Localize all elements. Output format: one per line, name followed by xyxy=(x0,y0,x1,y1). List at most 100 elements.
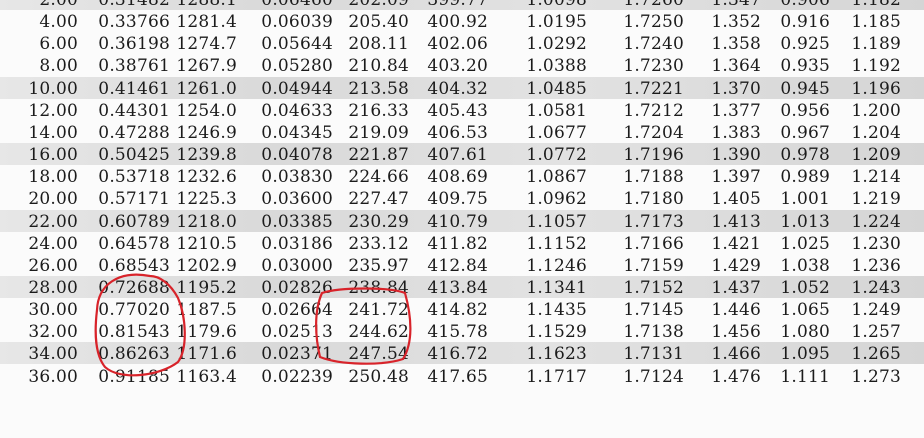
table-row: 34.00 0.86263 1171.6 0.02371 247.54 416.72 1.1… xyxy=(0,342,924,365)
liquid-entropy-cell: 1.1529 xyxy=(526,322,587,343)
liquid-density-cell: 1267.9 xyxy=(176,56,237,77)
temperature-cell: 36.00 xyxy=(28,366,78,387)
liquid-density-cell: 1239.8 xyxy=(176,145,237,166)
liquid-cp-cell: 1.397 xyxy=(711,167,761,188)
temperature-cell: 18.00 xyxy=(28,167,78,188)
vapor-volume-cell: 0.03830 xyxy=(261,167,333,188)
pressure-cell: 0.33766 xyxy=(98,12,170,33)
vapor-entropy-cell: 1.7240 xyxy=(623,34,684,55)
liquid-entropy-cell: 1.1246 xyxy=(526,255,587,276)
liquid-density-cell: 1261.0 xyxy=(176,78,237,99)
vapor-volume-cell: 0.02826 xyxy=(261,277,333,298)
vapor-volume-cell: 0.04944 xyxy=(261,78,333,99)
liquid-cp-cell: 1.352 xyxy=(711,12,761,33)
pressure-cell: 0.31482 xyxy=(98,0,170,10)
temperature-cell: 32.00 xyxy=(28,322,78,343)
liquid-cp-cell: 1.429 xyxy=(711,255,761,276)
liquid-enthalpy-cell: 208.11 xyxy=(348,34,409,55)
table-row: 36.00 0.91185 1163.4 0.02239 250.48 417.65 1.1… xyxy=(0,365,924,387)
pressure-cell: 0.77020 xyxy=(98,300,170,321)
vapor-enthalpy-cell: 400.92 xyxy=(427,12,488,33)
liquid-entropy-cell: 1.0485 xyxy=(526,78,587,99)
vapor-cp-cell: 1.013 xyxy=(780,211,830,232)
liquid-entropy-cell: 1.0098 xyxy=(526,0,587,10)
cp-ratio-cell: 1.189 xyxy=(851,34,901,55)
liquid-enthalpy-cell: 221.87 xyxy=(348,145,409,166)
cp-ratio-cell: 1.273 xyxy=(851,366,901,387)
liquid-density-cell: 1254.0 xyxy=(176,100,237,121)
table-row: 32.00 0.81543 1179.6 0.02513 244.62 415.78 1.1… xyxy=(0,320,924,342)
liquid-entropy-cell: 1.0772 xyxy=(526,145,587,166)
table-row: 24.00 0.64578 1210.5 0.03186 233.12 411.82 1.1… xyxy=(0,232,924,254)
pressure-cell: 0.60789 xyxy=(98,211,170,232)
pressure-cell: 0.64578 xyxy=(98,233,170,254)
vapor-cp-cell: 0.945 xyxy=(780,78,830,99)
vapor-cp-cell: 1.111 xyxy=(780,366,830,387)
vapor-entropy-cell: 1.7180 xyxy=(623,189,684,210)
temperature-cell: 10.00 xyxy=(28,78,78,99)
vapor-enthalpy-cell: 406.53 xyxy=(427,122,488,143)
vapor-enthalpy-cell: 404.32 xyxy=(427,78,488,99)
vapor-enthalpy-cell: 414.82 xyxy=(427,300,488,321)
liquid-density-cell: 1246.9 xyxy=(176,122,237,143)
cp-ratio-cell: 1.182 xyxy=(851,0,901,10)
liquid-cp-cell: 1.437 xyxy=(711,277,761,298)
vapor-entropy-cell: 1.7159 xyxy=(623,255,684,276)
cp-ratio-cell: 1.204 xyxy=(851,122,901,143)
pressure-cell: 0.50425 xyxy=(98,145,170,166)
liquid-enthalpy-cell: 230.29 xyxy=(348,211,409,232)
liquid-cp-cell: 1.421 xyxy=(711,233,761,254)
cp-ratio-cell: 1.230 xyxy=(851,233,901,254)
liquid-enthalpy-cell: 244.62 xyxy=(348,322,409,343)
liquid-cp-cell: 1.377 xyxy=(711,100,761,121)
vapor-entropy-cell: 1.7166 xyxy=(623,233,684,254)
vapor-entropy-cell: 1.7230 xyxy=(623,56,684,77)
vapor-entropy-cell: 1.7204 xyxy=(623,122,684,143)
liquid-enthalpy-cell: 213.58 xyxy=(348,78,409,99)
liquid-enthalpy-cell: 210.84 xyxy=(348,56,409,77)
vapor-volume-cell: 0.05644 xyxy=(261,34,333,55)
table-row: 22.00 0.60789 1218.0 0.03385 230.29 410.79 1.1… xyxy=(0,209,924,232)
liquid-enthalpy-cell: 202.09 xyxy=(348,0,409,10)
liquid-enthalpy-cell: 235.97 xyxy=(348,255,409,276)
vapor-volume-cell: 0.02371 xyxy=(261,344,333,365)
table-row: 6.00 0.36198 1274.7 0.05644 208.11 402.06 1.02… xyxy=(0,32,924,54)
vapor-volume-cell: 0.02664 xyxy=(261,300,333,321)
liquid-entropy-cell: 1.1341 xyxy=(526,277,587,298)
liquid-entropy-cell: 1.1152 xyxy=(526,233,587,254)
vapor-volume-cell: 0.02513 xyxy=(261,322,333,343)
liquid-cp-cell: 1.390 xyxy=(711,145,761,166)
vapor-entropy-cell: 1.7250 xyxy=(623,12,684,33)
temperature-cell: 24.00 xyxy=(28,233,78,254)
liquid-entropy-cell: 1.0867 xyxy=(526,167,587,188)
vapor-entropy-cell: 1.7196 xyxy=(623,145,684,166)
pressure-cell: 0.53718 xyxy=(98,167,170,188)
table-row: 4.00 0.33766 1281.4 0.06039 205.40 400.92 1.01… xyxy=(0,10,924,32)
table-row: 18.00 0.53718 1232.6 0.03830 224.66 408.69 1.0… xyxy=(0,165,924,187)
vapor-volume-cell: 0.06039 xyxy=(261,12,333,33)
cp-ratio-cell: 1.219 xyxy=(851,189,901,210)
cp-ratio-cell: 1.200 xyxy=(851,100,901,121)
vapor-volume-cell: 0.04078 xyxy=(261,145,333,166)
liquid-density-cell: 1163.4 xyxy=(176,366,237,387)
liquid-cp-cell: 1.456 xyxy=(711,322,761,343)
pressure-cell: 0.38761 xyxy=(98,56,170,77)
vapor-volume-cell: 0.06460 xyxy=(261,0,333,10)
cp-ratio-cell: 1.265 xyxy=(851,344,901,365)
vapor-volume-cell: 0.04345 xyxy=(261,122,333,143)
cp-ratio-cell: 1.214 xyxy=(851,167,901,188)
vapor-entropy-cell: 1.7188 xyxy=(623,167,684,188)
vapor-volume-cell: 0.03000 xyxy=(261,255,333,276)
liquid-cp-cell: 1.446 xyxy=(711,300,761,321)
vapor-volume-cell: 0.03600 xyxy=(261,189,333,210)
temperature-cell: 28.00 xyxy=(28,277,78,298)
liquid-entropy-cell: 1.0292 xyxy=(526,34,587,55)
liquid-density-cell: 1210.5 xyxy=(176,233,237,254)
vapor-entropy-cell: 1.7152 xyxy=(623,277,684,298)
vapor-volume-cell: 0.03186 xyxy=(261,233,333,254)
cp-ratio-cell: 1.224 xyxy=(851,211,901,232)
table-row: 20.00 0.57171 1225.3 0.03600 227.47 409.75 1.0… xyxy=(0,187,924,209)
vapor-enthalpy-cell: 415.78 xyxy=(427,322,488,343)
vapor-enthalpy-cell: 412.84 xyxy=(427,255,488,276)
vapor-cp-cell: 1.052 xyxy=(780,277,830,298)
